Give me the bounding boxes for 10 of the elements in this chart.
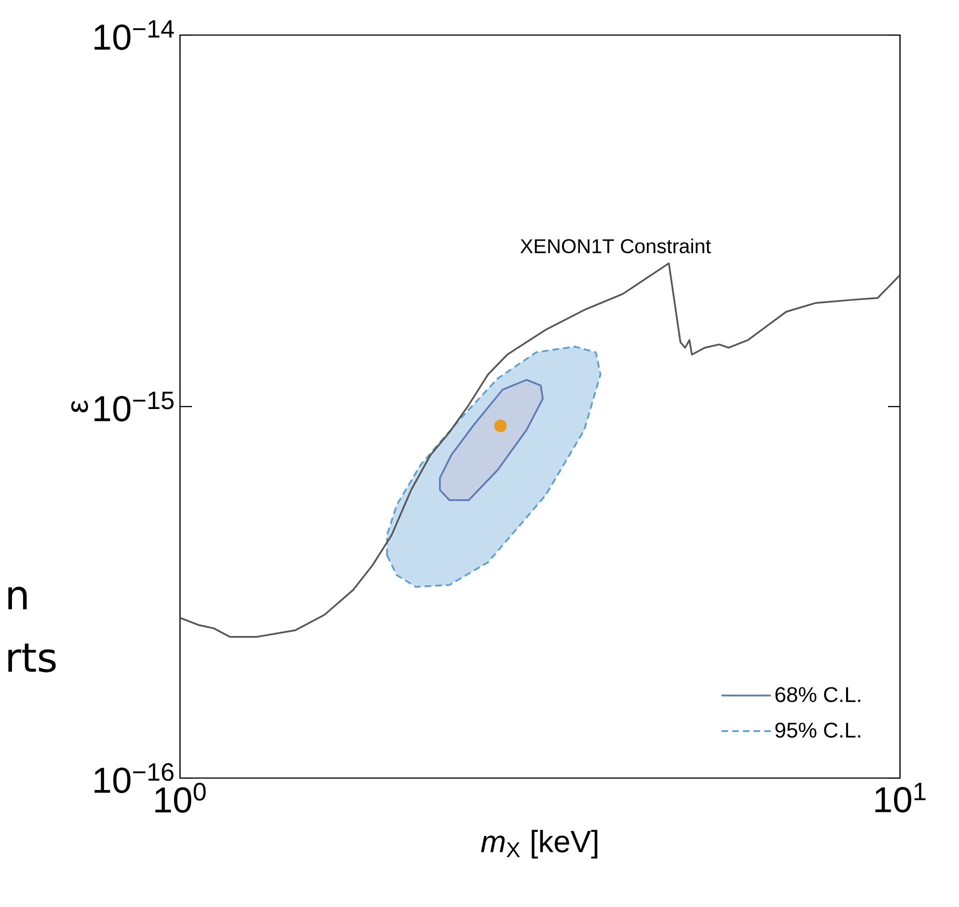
y-axis-title: ε	[71, 400, 88, 412]
y-tick-label: 10$^{−14}$	[94, 20, 174, 50]
text: n	[8, 586, 27, 610]
y-tick-label: 10$^{−15}$	[94, 392, 174, 422]
text: XENON1T Constraint	[520, 238, 711, 254]
legend-label: 95% C.L.	[775, 722, 860, 738]
x-axis-title: m$_{X}$ [keV]	[481, 830, 598, 859]
x-tick-label: 10$^{1}$	[875, 782, 926, 813]
legend-label: 68% C.L.	[775, 687, 860, 702]
text: rts	[8, 644, 56, 672]
